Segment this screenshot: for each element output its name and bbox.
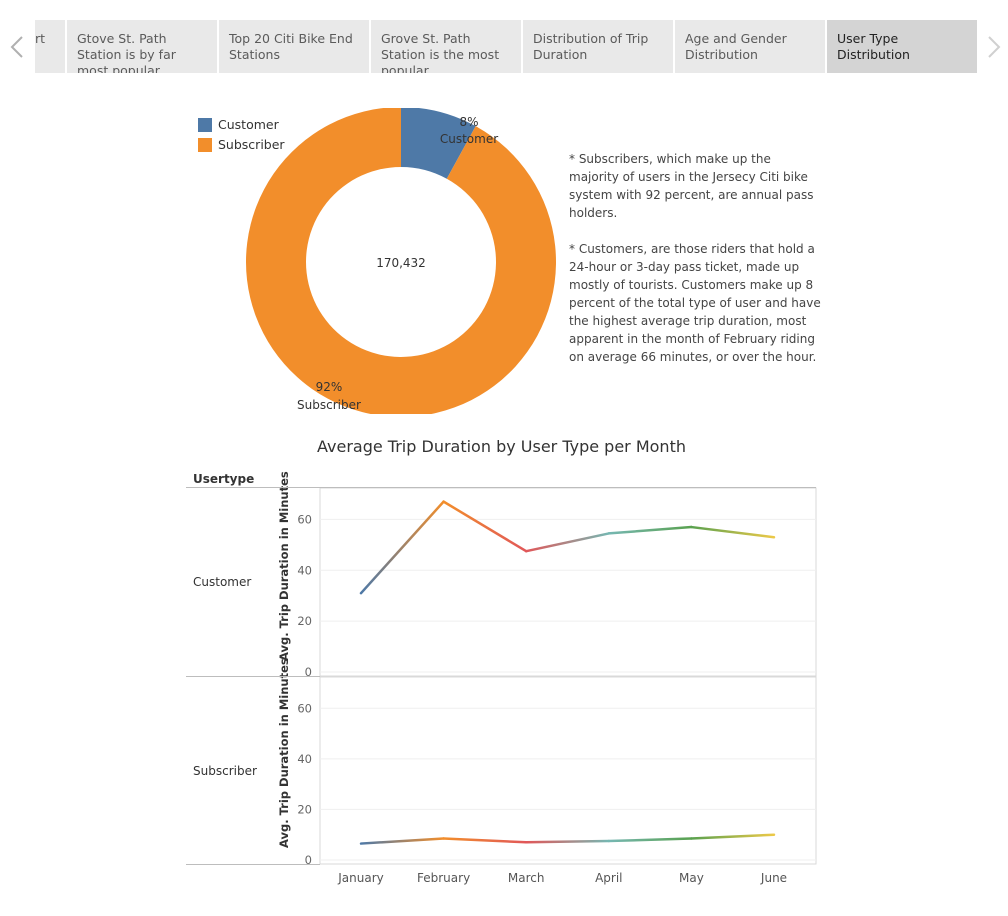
tab-story-point-4[interactable]: Grove St. Path Station is the most popul…	[371, 20, 521, 73]
line-segment-subscriber[interactable]	[690, 833, 776, 840]
x-tick-label: March	[508, 871, 545, 885]
x-tick-label: April	[595, 871, 622, 885]
y-tick-label: 60	[297, 701, 312, 715]
tab-label: rt	[35, 31, 46, 46]
y-tick-label: 20	[297, 614, 312, 628]
y-tick-label: 20	[297, 802, 312, 816]
y-tick-label: 40	[297, 563, 312, 577]
panel-frame	[319, 676, 817, 865]
tab-story-point-2[interactable]: Gtove St. Path Station is by far most po…	[67, 20, 217, 73]
tab-story-point-1[interactable]: rt	[35, 20, 65, 73]
y-tick-label: 0	[305, 665, 312, 679]
line-chart-title: Average Trip Duration by User Type per M…	[317, 437, 686, 456]
subscribers-note: * Subscribers, which make up the majorit…	[569, 152, 814, 220]
story-navigator: rt Gtove St. Path Station is by far most…	[0, 20, 1008, 74]
subscriber-percent-label: 92%	[316, 380, 343, 394]
tab-label: Gtove St. Path Station is by far most po…	[77, 31, 176, 73]
annotation-text: * Subscribers, which make up the majorit…	[569, 150, 821, 384]
next-story-point-button[interactable]	[983, 32, 1005, 62]
donut-slice-customer[interactable]	[401, 108, 476, 179]
customer-name-label: Customer	[440, 132, 498, 146]
tab-label: Distribution of Trip Duration	[533, 31, 649, 62]
subscriber-name-label: Subscriber	[297, 398, 361, 412]
x-tick-label: January	[337, 871, 384, 885]
panel-frame	[319, 487, 817, 677]
y-tick-label: 60	[297, 512, 312, 526]
line-segment-customer[interactable]	[442, 500, 528, 553]
legend-swatch	[198, 117, 212, 132]
legend-item-customer[interactable]: Customer	[198, 117, 279, 132]
line-segment-customer[interactable]	[524, 532, 611, 553]
legend-swatch	[198, 137, 212, 152]
legend-label: Customer	[218, 117, 279, 132]
usertype-field-header: Usertype	[193, 472, 255, 486]
y-tick-label: 0	[305, 853, 312, 867]
tab-story-point-3[interactable]: Top 20 Citi Bike End Stations	[219, 20, 369, 73]
tab-story-point-7[interactable]: User Type Distribution	[827, 20, 977, 73]
previous-story-point-button[interactable]	[6, 32, 28, 62]
trip-duration-line-chart: 0 20 40 60 0 20 40 60 January February March April…	[186, 487, 817, 885]
donut-slice-subscriber[interactable]	[246, 108, 556, 416]
x-tick-label: June	[760, 871, 787, 885]
line-segment-subscriber[interactable]	[607, 837, 693, 843]
user-type-donut-chart: 170,432 8% Customer 92% Subscriber	[246, 108, 556, 416]
line-segment-customer[interactable]	[607, 525, 693, 535]
tab-label: Grove St. Path Station is the most popul…	[381, 31, 500, 73]
line-segment-subscriber[interactable]	[359, 837, 445, 845]
row-header-subscriber: Subscriber	[193, 764, 257, 778]
legend-label: Subscriber	[218, 137, 285, 152]
x-tick-label: May	[679, 871, 704, 885]
row-header-customer: Customer	[193, 575, 252, 589]
tab-label: Top 20 Citi Bike End Stations	[229, 31, 353, 62]
tab-story-point-6[interactable]: Age and Gender Distribution	[675, 20, 825, 73]
line-segment-customer[interactable]	[359, 500, 445, 595]
donut-center-total: 170,432	[376, 256, 426, 270]
tab-story-point-5[interactable]: Distribution of Trip Duration	[523, 20, 673, 73]
chevron-left-icon	[10, 36, 23, 58]
x-tick-label: February	[417, 871, 470, 885]
y-tick-label: 40	[297, 752, 312, 766]
tab-label: User Type Distribution	[837, 31, 910, 62]
tab-label: Age and Gender Distribution	[685, 31, 787, 62]
customer-percent-label: 8%	[459, 115, 478, 129]
customers-note: * Customers, are those riders that hold …	[569, 242, 821, 364]
chevron-right-icon	[988, 36, 1001, 58]
line-segment-subscriber[interactable]	[442, 837, 528, 844]
line-segment-subscriber[interactable]	[524, 839, 611, 844]
legend-item-subscriber[interactable]: Subscriber	[198, 137, 285, 152]
line-segment-customer[interactable]	[690, 525, 776, 539]
